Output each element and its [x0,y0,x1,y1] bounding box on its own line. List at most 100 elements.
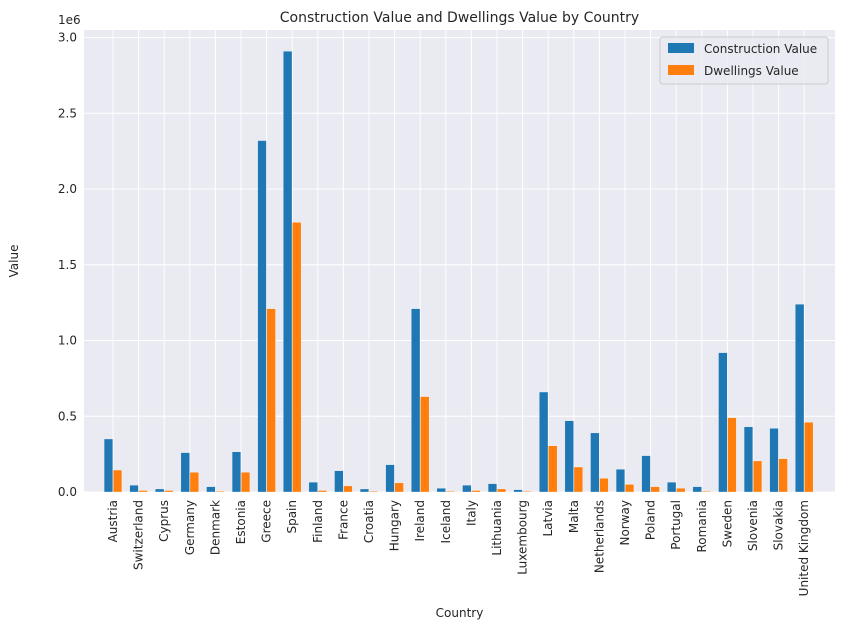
y-tick-label: 0.5 [58,409,77,423]
bar-construction-value-ireland [411,308,421,493]
bar-dwellings-value-latvia [548,445,558,493]
x-tick-label-latvia: Latvia [541,500,555,537]
bar-dwellings-value-france [343,485,353,493]
bar-dwellings-value-switzerland [138,490,148,493]
bar-construction-value-norway [615,469,625,493]
bar-construction-value-poland [641,455,651,493]
legend-label-dwellings-value: Dwellings Value [704,64,799,78]
bar-dwellings-value-united-kingdom [804,422,814,493]
y-tick-label: 3.0 [58,31,77,45]
y-tick-label: 2.0 [58,182,77,196]
bar-construction-value-iceland [436,488,446,493]
bar-construction-value-croatia [359,488,369,493]
chart-title: Construction Value and Dwellings Value b… [280,10,639,26]
x-tick-label-spain: Spain [285,500,299,534]
legend-swatch-construction-value [668,43,694,53]
bar-construction-value-italy [462,485,472,493]
bar-dwellings-value-finland [317,490,327,493]
x-tick-label-portugal: Portugal [669,500,683,550]
bar-construction-value-malta [564,420,574,493]
bar-dwellings-value-poland [650,486,660,493]
bar-construction-value-latvia [539,391,549,493]
bar-dwellings-value-malta [573,466,583,493]
x-axis-ticks: Austria Switzerland Cyprus Germany Denmark Es… [106,500,811,596]
x-tick-label-switzerland: Switzerland [132,500,146,570]
bar-construction-value-romania [692,486,702,493]
bar-dwellings-value-slovakia [778,458,788,493]
y-axis-ticks: 0.0 0.5 1.0 1.5 2.0 2.5 3.0 [58,31,77,499]
bar-dwellings-value-ireland [420,396,430,493]
bar-construction-value-portugal [667,482,677,493]
bar-dwellings-value-spain [292,222,302,493]
bar-dwellings-value-croatia [369,491,379,493]
bar-construction-value-lithuania [487,483,497,493]
bar-construction-value-denmark [206,486,216,493]
bar-dwellings-value-lithuania [497,488,507,493]
x-tick-label-croatia: Croatia [362,500,376,543]
bar-dwellings-value-cyprus [164,490,174,493]
grid-layer [84,30,835,493]
bar-construction-value-germany [180,452,190,493]
bar-dwellings-value-slovenia [753,460,763,493]
bar-dwellings-value-greece [266,308,276,493]
x-tick-label-sweden: Sweden [720,500,734,547]
bar-construction-value-cyprus [155,488,165,493]
legend-label-construction-value: Construction Value [704,42,817,56]
bar-dwellings-value-germany [189,472,199,493]
x-tick-label-luxembourg: Luxembourg [516,500,530,575]
x-tick-label-finland: Finland [311,500,325,543]
bar-construction-value-netherlands [590,432,600,493]
x-tick-label-malta: Malta [567,500,581,533]
y-tick-label: 0.0 [58,485,77,499]
x-tick-label-estonia: Estonia [234,500,248,544]
bars-layer [103,51,814,493]
legend: Construction Value Dwellings Value [659,36,829,85]
x-tick-label-cyprus: Cyprus [157,500,171,542]
bar-construction-value-united-kingdom [795,304,805,493]
bar-dwellings-value-italy [471,490,481,493]
bar-construction-value-finland [308,482,318,493]
bar-construction-value-slovakia [769,428,779,493]
x-tick-label-poland: Poland [644,500,658,540]
legend-frame [659,36,829,85]
bar-construction-value-france [334,470,344,493]
y-axis-title: Value [7,245,21,278]
x-tick-label-italy: Italy [464,500,478,526]
y-axis-multiplier: 1e6 [58,13,81,27]
bar-dwellings-value-hungary [394,482,404,493]
bar-construction-value-hungary [385,464,395,493]
bar-dwellings-value-norway [625,484,635,493]
bar-dwellings-value-iceland [445,491,455,493]
x-tick-label-germany: Germany [183,500,197,555]
x-tick-label-ireland: Ireland [413,500,427,542]
bar-construction-value-slovenia [743,426,753,493]
bar-construction-value-luxembourg [513,489,523,493]
bar-construction-value-switzerland [129,485,139,493]
bar-dwellings-value-austria [113,469,123,493]
bar-dwellings-value-luxembourg [522,491,532,493]
x-tick-label-norway: Norway [618,500,632,546]
bar-construction-value-austria [103,438,113,493]
bar-construction-value-sweden [718,352,728,493]
legend-swatch-dwellings-value [668,65,694,75]
bar-construction-value-spain [283,51,293,493]
bar-construction-value-estonia [231,451,241,493]
x-tick-label-slovenia: Slovenia [746,500,760,551]
x-tick-label-slovakia: Slovakia [772,500,786,550]
x-tick-label-denmark: Denmark [208,500,222,555]
bar-dwellings-value-netherlands [599,478,609,493]
y-tick-label: 2.5 [58,106,77,120]
y-tick-label: 1.0 [58,334,77,348]
bar-dwellings-value-sweden [727,417,737,493]
bar-dwellings-value-portugal [676,488,686,493]
x-tick-label-hungary: Hungary [388,500,402,551]
x-tick-label-united-kingdom: United Kingdom [797,500,811,596]
x-axis-title: Country [436,606,484,620]
bar-dwellings-value-denmark [215,491,225,493]
x-tick-label-lithuania: Lithuania [490,500,504,556]
x-tick-label-iceland: Iceland [439,500,453,543]
y-tick-label: 1.5 [58,258,77,272]
bar-dwellings-value-romania [701,491,711,493]
